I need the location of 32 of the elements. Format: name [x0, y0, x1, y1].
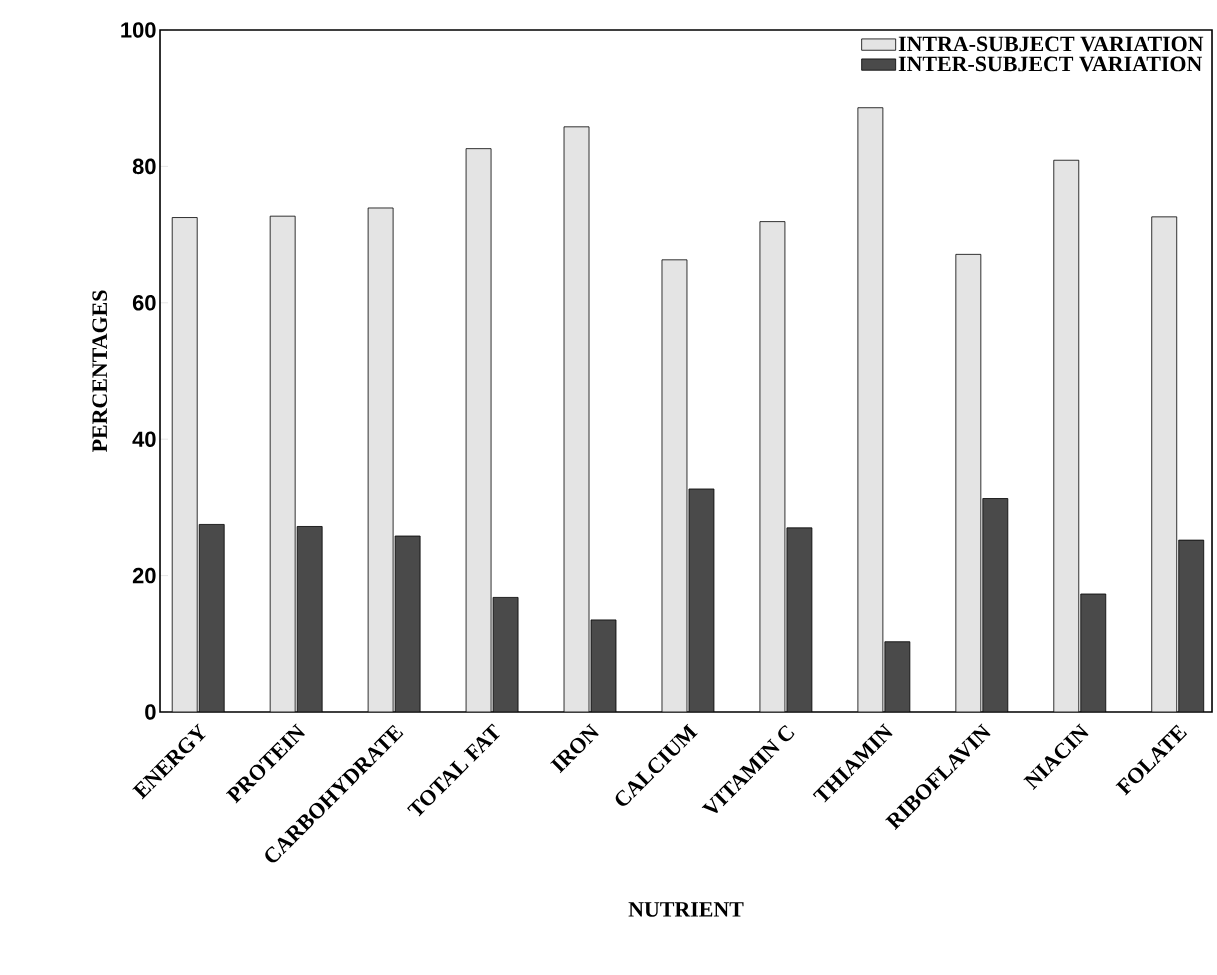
- y-axis-title: PERCENTAGES: [92, 290, 108, 452]
- legend-label: INTRA-SUBJECT VARIATION: [898, 36, 1204, 52]
- bar: [198, 524, 225, 712]
- bar: [492, 597, 519, 712]
- legend-label: INTER-SUBJECT VARIATION: [898, 56, 1203, 72]
- bar: [171, 217, 198, 712]
- bar: [296, 526, 323, 712]
- bar: [955, 253, 982, 712]
- bar: [661, 259, 688, 712]
- y-tick-label: 60: [132, 295, 156, 311]
- bar: [857, 107, 884, 712]
- y-tick-label: 40: [132, 431, 156, 447]
- bar: [563, 126, 590, 712]
- x-axis-title: NUTRIENT: [628, 902, 744, 917]
- bar: [269, 215, 296, 712]
- bar: [1178, 539, 1205, 712]
- bar: [759, 221, 786, 712]
- y-tick-label: 100: [121, 22, 156, 38]
- bar: [367, 207, 394, 712]
- y-tick-label: 0: [145, 704, 156, 720]
- bar: [394, 535, 421, 712]
- bar: [590, 619, 617, 712]
- y-tick-label: 20: [132, 567, 156, 584]
- bar: [1080, 593, 1107, 712]
- bar: [1151, 216, 1178, 712]
- bar: [688, 488, 715, 712]
- bar: [1053, 159, 1080, 712]
- bar: [884, 641, 911, 712]
- bar: [786, 527, 813, 712]
- bar: [465, 148, 492, 712]
- bar: [982, 498, 1009, 712]
- y-tick-label: 80: [132, 158, 156, 175]
